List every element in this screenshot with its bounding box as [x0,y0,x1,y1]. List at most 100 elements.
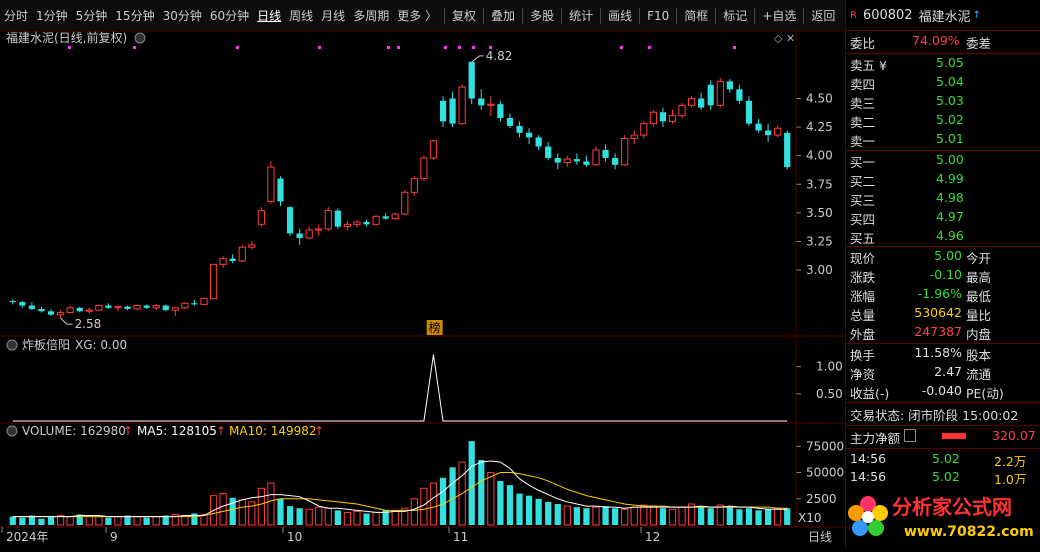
candle[interactable] [401,190,409,216]
candle[interactable] [439,96,447,128]
candle[interactable] [726,79,733,93]
candle[interactable] [363,219,370,227]
list-icon[interactable] [904,429,916,442]
candle[interactable] [238,244,246,263]
period-tab-9[interactable]: 多周期 [353,9,390,23]
candle[interactable] [38,306,45,313]
candle[interactable] [124,305,131,311]
candle[interactable] [487,96,495,116]
candle[interactable] [76,306,83,313]
candle[interactable] [525,128,533,145]
candle[interactable] [143,304,150,309]
tool-button-9[interactable]: 返回 [811,9,836,23]
candle[interactable] [688,96,696,108]
candle[interactable] [286,206,294,236]
candle[interactable] [105,303,112,309]
candle[interactable] [698,92,705,110]
period-tab-0[interactable]: 分时 [4,9,29,23]
tool-button-3[interactable]: 统计 [569,9,594,23]
chart-title-dropdown-icon[interactable] [134,32,146,44]
candle[interactable] [621,135,629,166]
candle[interactable] [659,107,667,128]
candle[interactable] [257,207,265,227]
candle[interactable] [133,304,141,311]
candle[interactable] [516,121,523,138]
candle[interactable] [162,304,169,312]
candle[interactable] [583,155,590,168]
candle[interactable] [707,80,714,110]
info-icon[interactable]: ↑ [972,9,981,21]
candle[interactable] [478,89,485,110]
candle[interactable] [47,308,55,316]
candle[interactable] [19,300,26,308]
candle[interactable] [592,146,600,166]
candle[interactable] [774,125,782,138]
close-icon[interactable]: ✕ [786,32,795,45]
tool-button-6[interactable]: 简框 [684,9,709,23]
candle[interactable] [535,135,542,150]
candle[interactable] [353,219,361,228]
candle[interactable] [573,153,580,165]
candle[interactable] [391,212,399,220]
period-tab-2[interactable]: 5分钟 [75,9,108,23]
candle[interactable] [382,212,389,220]
candle[interactable] [200,297,208,305]
candle[interactable] [219,256,227,268]
volume-dropdown-icon[interactable] [6,425,18,437]
candle[interactable] [630,130,638,145]
candle[interactable] [784,130,791,170]
candle[interactable] [95,304,103,312]
candle[interactable] [612,153,619,170]
candle[interactable] [56,310,65,319]
candle[interactable] [334,208,341,229]
period-tab-3[interactable]: 15分钟 [115,9,155,23]
candle[interactable] [114,305,122,312]
candle[interactable] [267,161,275,204]
candle[interactable] [181,302,189,309]
candle[interactable] [755,119,762,133]
candle[interactable] [563,155,571,168]
candle[interactable] [554,153,561,170]
candle[interactable] [640,121,648,139]
period-tab-8[interactable]: 月线 [321,9,346,23]
candle[interactable] [449,91,456,128]
tool-button-5[interactable]: F10 [647,8,670,23]
candle[interactable] [85,307,93,314]
period-tab-10[interactable]: 更多 〉 [397,9,438,23]
tool-button-1[interactable]: 叠加 [491,9,516,23]
candle[interactable] [152,304,160,311]
candle[interactable] [764,123,772,142]
diamond-icon[interactable]: ◇ [774,32,783,45]
period-tab-4[interactable]: 30分钟 [162,9,202,23]
candle[interactable] [372,215,380,226]
candle[interactable] [248,241,256,250]
candle[interactable] [315,224,323,236]
candle[interactable] [736,84,743,105]
candle[interactable] [506,113,514,129]
candle[interactable] [296,228,303,245]
period-tab-7[interactable]: 周线 [289,9,314,23]
period-tab-1[interactable]: 1分钟 [36,9,68,23]
tool-button-0[interactable]: 复权 [452,9,477,23]
candle[interactable] [497,100,504,122]
tool-button-8[interactable]: +自选 [762,9,797,23]
period-tab-5[interactable]: 60分钟 [209,9,250,23]
volume-pane[interactable]: 75000 50000 2500 [9,439,845,526]
candle[interactable] [602,144,609,162]
tool-button-2[interactable]: 多股 [530,9,555,23]
candlestick-pane[interactable]: 4.50 4.25 4.00 3.75 3.50 3.25 3.00 4.82 2.58 榜 [9,46,833,335]
candle[interactable] [420,155,428,181]
candle[interactable] [343,220,352,231]
candle[interactable] [410,176,418,196]
candle[interactable] [545,141,552,161]
candle[interactable] [468,61,475,105]
chart-svg[interactable]: 4.50 4.25 4.00 3.75 3.50 3.25 3.00 4.82 2.58 榜 福建… [0,30,845,549]
candle[interactable] [668,109,677,124]
candle[interactable] [171,306,179,316]
candle[interactable] [28,302,36,311]
candle[interactable] [716,77,724,108]
candle[interactable] [678,103,686,118]
indicator-pane[interactable]: 1.00 0.50 [12,354,843,422]
candle[interactable] [9,298,16,305]
candle[interactable] [229,254,236,264]
